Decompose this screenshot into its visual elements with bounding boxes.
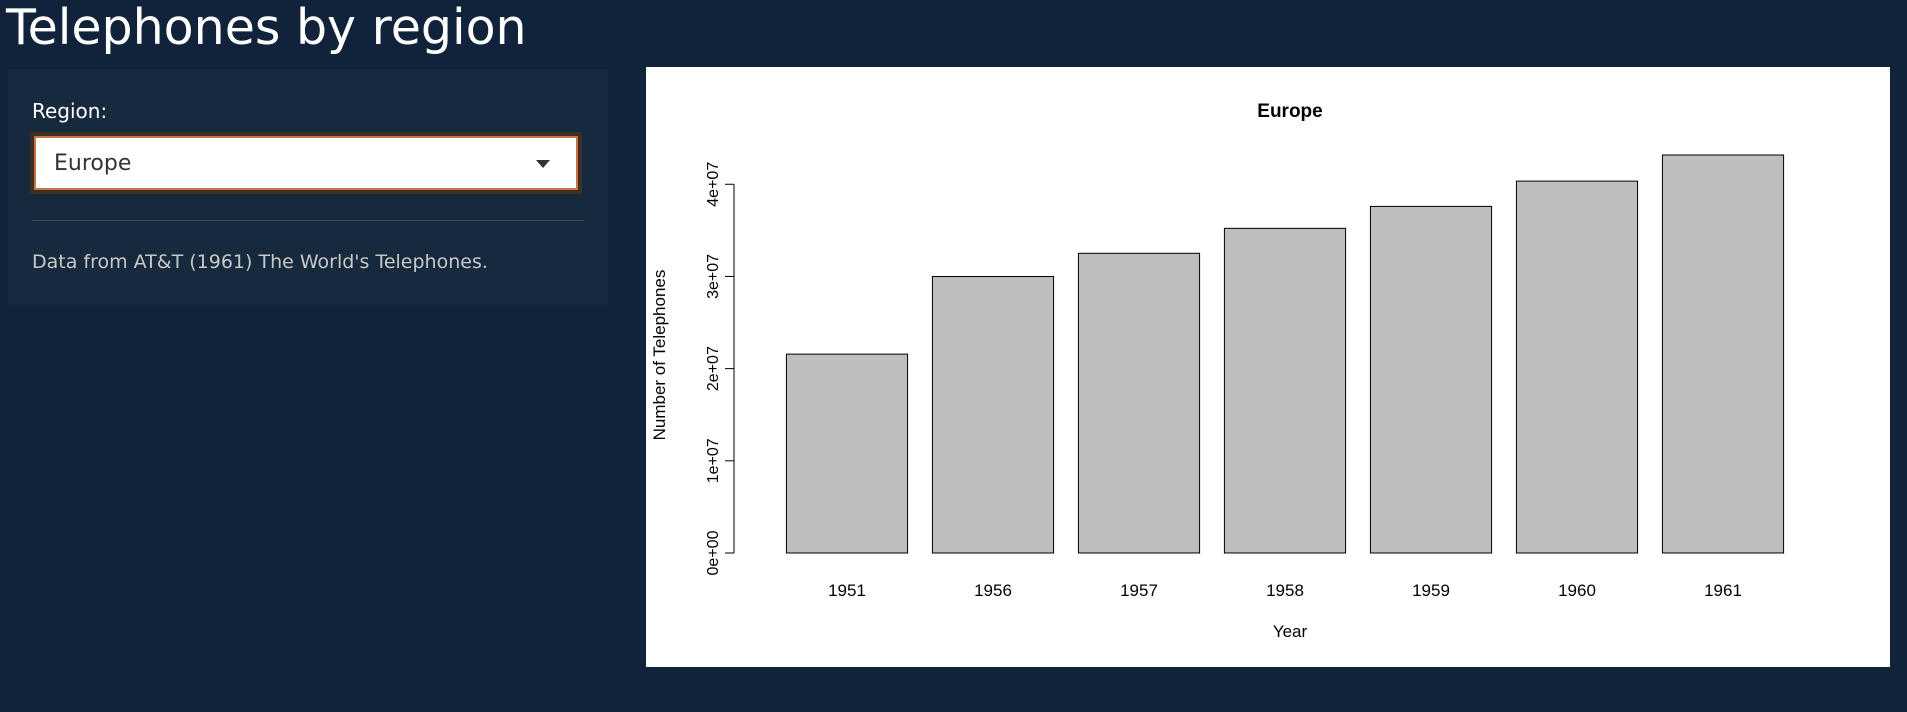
- x-tick-label: 1961: [1704, 581, 1742, 600]
- sidebar-divider: [32, 220, 584, 221]
- data-source-note: Data from AT&T (1961) The World's Teleph…: [32, 251, 488, 273]
- chart-title: Europe: [1257, 101, 1322, 122]
- x-axis-label: Year: [1273, 622, 1308, 641]
- x-tick-label: 1956: [974, 581, 1012, 600]
- y-tick-label: 4e+07: [705, 162, 722, 207]
- y-tick-label: 1e+07: [705, 438, 722, 483]
- x-tick-label: 1958: [1266, 581, 1304, 600]
- x-tick-label: 1951: [828, 581, 866, 600]
- x-tick-label: 1960: [1558, 581, 1596, 600]
- bar-chart: 1951 1956 1957 1958 1959 1960 1961 0e+00 1e+07 2…: [650, 101, 1785, 641]
- bar-1960: [1515, 180, 1639, 554]
- sidebar-panel: Region: Europe Data from AT&T (1961) The…: [8, 69, 608, 305]
- bar-1959: [1369, 205, 1493, 554]
- region-select[interactable]: Europe: [30, 132, 582, 194]
- y-tick-label: 0e+00: [705, 530, 722, 575]
- region-select-field[interactable]: Europe: [34, 136, 578, 190]
- y-tick-label: 3e+07: [705, 254, 722, 299]
- y-tick-label: 2e+07: [705, 346, 722, 391]
- bar-1956: [931, 276, 1055, 554]
- plot-panel: 1951 1956 1957 1958 1959 1960 1961 0e+00 1e+07 2…: [646, 67, 1890, 667]
- bar-1961: [1661, 154, 1785, 554]
- x-tick-label: 1957: [1120, 581, 1158, 600]
- x-tick-label: 1959: [1412, 581, 1450, 600]
- region-select-value: Europe: [54, 150, 132, 176]
- bar-1951: [785, 353, 909, 554]
- caret-down-icon[interactable]: [536, 160, 550, 168]
- y-axis-label: Number of Telephones: [650, 270, 669, 441]
- page-title: Telephones by region: [6, 0, 527, 56]
- bar-1958: [1223, 227, 1347, 554]
- bar-1957: [1077, 252, 1201, 554]
- region-label: Region:: [32, 99, 108, 123]
